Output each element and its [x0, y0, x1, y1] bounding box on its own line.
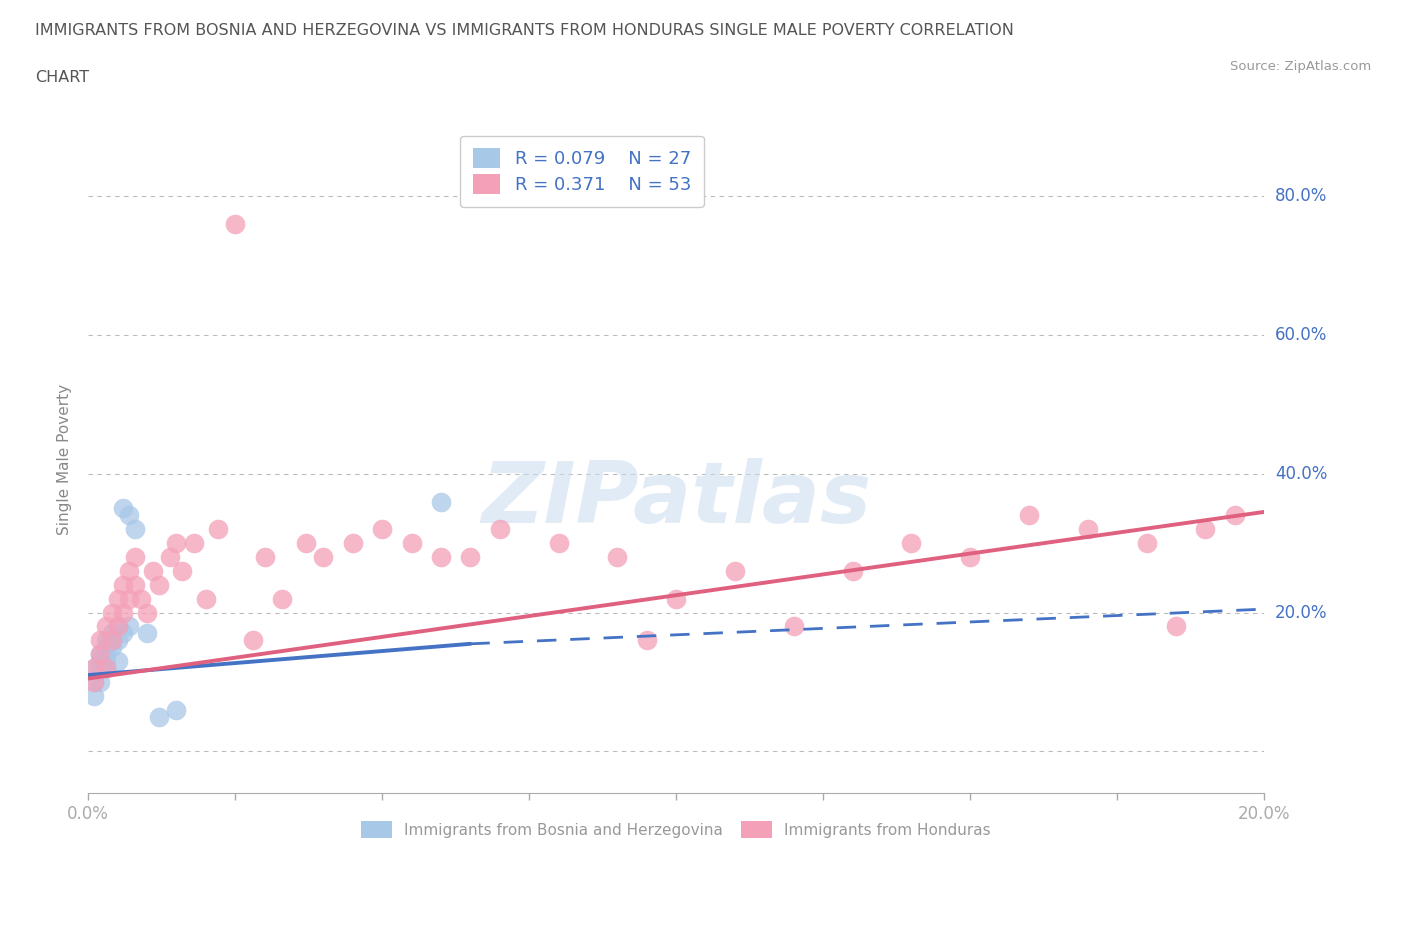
- Point: [271, 591, 294, 606]
- Text: 20.0%: 20.0%: [1275, 604, 1327, 621]
- Point: [142, 564, 165, 578]
- Point: [1223, 508, 1246, 523]
- Point: [89, 654, 111, 669]
- Point: [460, 550, 482, 565]
- Point: [159, 550, 181, 565]
- Point: [100, 640, 122, 655]
- Point: [83, 674, 105, 689]
- Point: [118, 591, 141, 606]
- Point: [636, 633, 658, 648]
- Point: [136, 626, 159, 641]
- Point: [959, 550, 981, 565]
- Point: [371, 522, 394, 537]
- Point: [89, 646, 111, 661]
- Point: [112, 578, 135, 592]
- Point: [1077, 522, 1099, 537]
- Point: [94, 619, 117, 634]
- Point: [83, 660, 105, 675]
- Point: [242, 633, 264, 648]
- Point: [148, 578, 170, 592]
- Point: [342, 536, 364, 551]
- Point: [606, 550, 628, 565]
- Y-axis label: Single Male Poverty: Single Male Poverty: [58, 384, 72, 536]
- Point: [900, 536, 922, 551]
- Point: [1135, 536, 1157, 551]
- Point: [94, 660, 117, 675]
- Point: [312, 550, 335, 565]
- Legend: Immigrants from Bosnia and Herzegovina, Immigrants from Honduras: Immigrants from Bosnia and Herzegovina, …: [354, 814, 998, 845]
- Point: [124, 550, 146, 565]
- Text: 80.0%: 80.0%: [1275, 187, 1327, 205]
- Point: [118, 564, 141, 578]
- Point: [488, 522, 510, 537]
- Point: [194, 591, 217, 606]
- Point: [107, 619, 129, 634]
- Point: [207, 522, 229, 537]
- Point: [430, 550, 453, 565]
- Point: [100, 633, 122, 648]
- Point: [89, 633, 111, 648]
- Text: 60.0%: 60.0%: [1275, 326, 1327, 344]
- Point: [665, 591, 688, 606]
- Point: [841, 564, 863, 578]
- Point: [83, 660, 105, 675]
- Point: [124, 578, 146, 592]
- Point: [294, 536, 316, 551]
- Point: [89, 674, 111, 689]
- Point: [118, 508, 141, 523]
- Point: [107, 591, 129, 606]
- Point: [165, 702, 187, 717]
- Point: [401, 536, 423, 551]
- Point: [100, 633, 122, 648]
- Point: [94, 640, 117, 655]
- Point: [89, 660, 111, 675]
- Point: [94, 633, 117, 648]
- Text: IMMIGRANTS FROM BOSNIA AND HERZEGOVINA VS IMMIGRANTS FROM HONDURAS SINGLE MALE P: IMMIGRANTS FROM BOSNIA AND HERZEGOVINA V…: [35, 23, 1014, 38]
- Point: [118, 619, 141, 634]
- Text: ZIPatlas: ZIPatlas: [481, 458, 872, 541]
- Text: CHART: CHART: [35, 70, 89, 85]
- Point: [124, 522, 146, 537]
- Point: [107, 654, 129, 669]
- Point: [547, 536, 569, 551]
- Point: [94, 660, 117, 675]
- Point: [112, 501, 135, 516]
- Point: [253, 550, 276, 565]
- Point: [94, 654, 117, 669]
- Point: [107, 633, 129, 648]
- Point: [107, 619, 129, 634]
- Point: [100, 605, 122, 620]
- Point: [112, 626, 135, 641]
- Point: [112, 605, 135, 620]
- Point: [94, 646, 117, 661]
- Point: [89, 646, 111, 661]
- Point: [724, 564, 747, 578]
- Point: [783, 619, 806, 634]
- Point: [83, 674, 105, 689]
- Point: [183, 536, 205, 551]
- Point: [136, 605, 159, 620]
- Text: 40.0%: 40.0%: [1275, 465, 1327, 483]
- Point: [1164, 619, 1187, 634]
- Point: [1194, 522, 1216, 537]
- Point: [1018, 508, 1040, 523]
- Point: [224, 217, 246, 232]
- Point: [165, 536, 187, 551]
- Point: [100, 626, 122, 641]
- Point: [148, 710, 170, 724]
- Point: [129, 591, 152, 606]
- Point: [430, 494, 453, 509]
- Point: [83, 688, 105, 703]
- Point: [172, 564, 194, 578]
- Text: Source: ZipAtlas.com: Source: ZipAtlas.com: [1230, 60, 1371, 73]
